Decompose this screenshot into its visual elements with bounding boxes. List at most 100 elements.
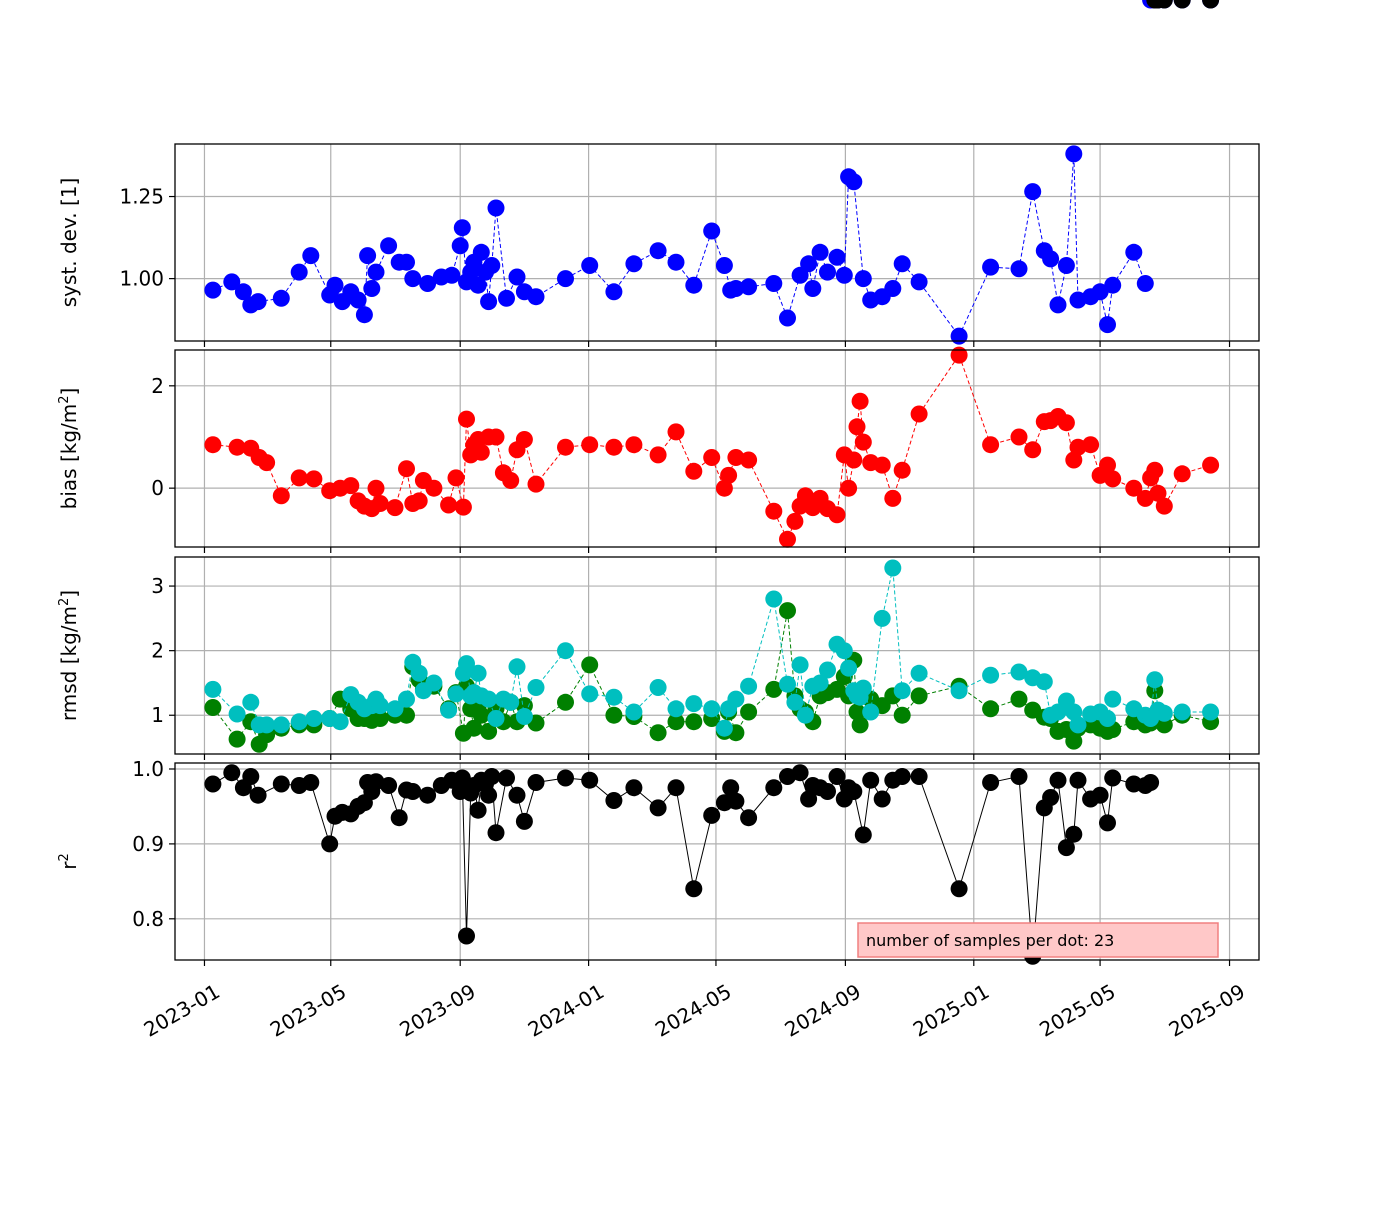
data-point	[302, 247, 320, 265]
data-point	[765, 779, 783, 797]
data-point	[765, 275, 783, 292]
data-point	[326, 276, 344, 294]
data-point	[715, 479, 733, 497]
y-axis-title-text: rmsd [kg/m	[57, 606, 81, 721]
y-axis-title-text: bias [kg/m	[57, 404, 81, 510]
data-point	[1024, 441, 1042, 459]
data-point	[342, 477, 360, 495]
data-point	[480, 690, 498, 708]
data-point	[982, 774, 1000, 791]
data-point	[1010, 663, 1028, 681]
data-point	[828, 248, 846, 266]
data-point	[625, 436, 643, 454]
data-point	[228, 730, 246, 748]
data-point	[791, 656, 809, 674]
y-axis-title-text: r	[57, 861, 81, 870]
data-point	[249, 293, 267, 311]
data-point	[685, 462, 703, 480]
data-point	[605, 706, 623, 724]
data-point	[272, 289, 290, 307]
data-point	[740, 451, 758, 469]
data-point	[667, 779, 685, 797]
data-point	[740, 677, 758, 695]
data-point	[884, 489, 902, 507]
data-point	[1049, 771, 1067, 789]
data-point	[380, 237, 398, 255]
data-point	[649, 446, 667, 464]
y-axis-title-superscript: 2	[57, 598, 72, 606]
data-point	[982, 666, 1000, 684]
data-point	[527, 774, 545, 791]
data-point	[305, 470, 323, 488]
data-point	[884, 280, 902, 297]
data-point	[223, 764, 241, 782]
data-point	[982, 700, 1000, 718]
data-point	[557, 693, 574, 711]
data-point	[835, 642, 853, 660]
data-point	[349, 291, 367, 309]
data-point	[1173, 703, 1191, 721]
data-point	[380, 777, 398, 794]
data-point	[685, 880, 703, 898]
data-point	[305, 710, 323, 727]
data-point	[515, 812, 533, 830]
data-point	[910, 664, 928, 682]
data-point	[443, 266, 461, 284]
data-point	[1099, 814, 1116, 832]
data-point	[367, 263, 385, 281]
data-point	[765, 590, 783, 608]
data-point	[667, 713, 685, 731]
y-axis-title: r2	[57, 853, 81, 870]
data-point	[1042, 789, 1060, 806]
data-point	[458, 927, 475, 945]
data-point	[487, 710, 505, 727]
data-point	[1010, 428, 1028, 446]
data-point	[228, 438, 246, 456]
data-point	[854, 826, 872, 844]
data-point	[848, 703, 866, 721]
data-point	[950, 327, 968, 345]
data-point	[791, 764, 809, 782]
data-point	[703, 449, 721, 466]
data-point	[1065, 732, 1083, 750]
data-point	[840, 659, 858, 677]
data-point	[1149, 484, 1167, 502]
y-tick-label: 3	[151, 574, 164, 598]
data-point	[1104, 470, 1122, 488]
data-point	[715, 719, 733, 737]
data-point	[228, 705, 246, 723]
data-point	[703, 806, 721, 824]
data-point	[1082, 436, 1100, 454]
data-point	[483, 768, 501, 785]
data-point	[649, 679, 667, 696]
data-point	[371, 710, 389, 727]
axes-frame	[174, 143, 1260, 342]
axes-frame	[174, 762, 1260, 961]
data-point	[425, 674, 443, 692]
data-point	[779, 602, 796, 620]
data-point	[1155, 0, 1173, 9]
data-point	[811, 243, 829, 261]
data-point	[272, 716, 290, 734]
data-point	[1010, 260, 1028, 278]
data-point	[796, 706, 814, 724]
data-point	[1202, 703, 1220, 721]
data-point	[667, 253, 685, 271]
data-point	[703, 222, 721, 240]
y-tick-label: 1.25	[119, 185, 164, 209]
data-point	[419, 275, 437, 292]
data-point	[740, 809, 758, 827]
data-point	[363, 280, 381, 297]
data-point	[828, 768, 846, 785]
annotation-layer: number of samples per dot: 23	[857, 922, 1219, 958]
data-point	[851, 716, 869, 734]
data-point	[1010, 690, 1028, 708]
data-point	[884, 559, 902, 577]
data-point	[819, 263, 836, 281]
data-point	[1202, 456, 1220, 474]
y-axis-title-text: syst. dev. [1]	[57, 178, 81, 308]
data-point	[727, 449, 745, 466]
y-tick-label: 0	[151, 476, 164, 500]
data-point	[453, 219, 471, 237]
data-point	[835, 266, 853, 284]
